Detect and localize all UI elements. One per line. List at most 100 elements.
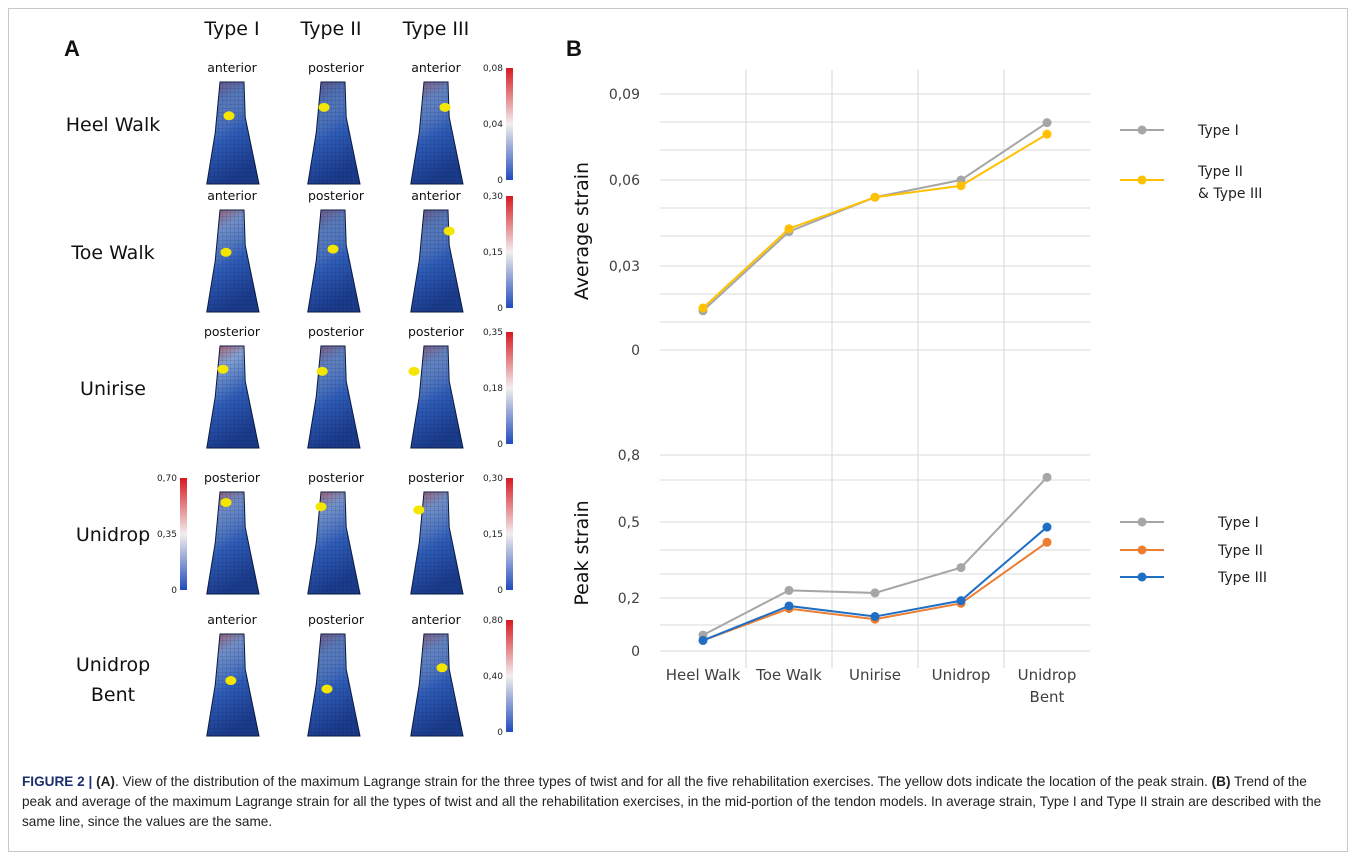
exercise-label-line: Unirise	[80, 378, 146, 400]
y-tick-label: 0,06	[609, 173, 640, 189]
type-header-3: Type III	[402, 18, 470, 40]
peak-strain-dot	[225, 676, 237, 686]
color-scale-bar	[506, 478, 513, 590]
y-axis-label: Peak strain	[571, 500, 593, 605]
exercise-label-3: Unirise	[48, 374, 178, 404]
color-scale-tick: 0,70	[157, 474, 177, 484]
caption-b-ref: (B)	[1211, 774, 1231, 789]
color-scale-bar	[506, 332, 513, 444]
tendon-mesh	[206, 633, 260, 737]
exercise-label-line: Heel Walk	[65, 114, 161, 136]
view-label: anterior	[207, 188, 257, 203]
tendon-mesh	[206, 81, 260, 185]
color-scale-tick: 0	[497, 176, 503, 186]
panel-b-charts: 0,09 0,06 0,03 0 Average strain Type I Type II…	[571, 70, 1267, 706]
color-scale-bar	[506, 620, 513, 732]
data-point	[956, 563, 966, 573]
data-point	[1042, 129, 1052, 139]
caption-figure-label: FIGURE 2 |	[22, 774, 97, 789]
tendon-model	[410, 81, 464, 185]
peak-strain-dot	[413, 505, 425, 515]
exercise-label-5: Unidrop Bent	[48, 650, 178, 710]
color-scale-4: 0,30 0,15 0	[483, 474, 513, 596]
legend-label: Type II	[1217, 543, 1263, 559]
tendon-mesh	[206, 209, 260, 313]
color-scale-tick: 0	[171, 586, 177, 596]
tendon-model	[206, 491, 260, 595]
color-scale-tick: 0,15	[483, 248, 503, 258]
data-point	[870, 612, 880, 622]
peak-strain-dot	[315, 502, 327, 512]
peak-strain-dot	[220, 247, 232, 257]
color-scale-type1-4: 0,70 0,35 0	[157, 474, 187, 596]
type-header-1: Type I	[204, 18, 260, 40]
data-point	[1042, 522, 1052, 532]
color-scale-tick: 0,30	[483, 474, 503, 484]
exercise-label-line: Unidrop	[75, 524, 151, 546]
color-scale-tick: 0,40	[483, 672, 503, 682]
color-scale-1: 0,08 0,04 0	[483, 64, 513, 186]
data-point	[870, 588, 880, 598]
data-point	[956, 181, 966, 191]
peak-strain-dot	[408, 366, 420, 376]
caption-b-text: Trend of the peak and average of the max…	[22, 774, 1322, 829]
tendon-mesh	[307, 209, 361, 313]
data-point	[698, 635, 708, 645]
legend-label: & Type III	[1198, 186, 1262, 202]
color-scale-tick: 0	[497, 440, 503, 450]
peak-strain-dot	[316, 366, 328, 376]
panel-a-letter: A	[64, 36, 80, 61]
tendon-mesh	[206, 491, 260, 595]
tendon-mesh	[410, 633, 464, 737]
tendon-mesh	[307, 81, 361, 185]
view-label: posterior	[307, 60, 365, 75]
color-scale-tick: 0,18	[483, 384, 503, 394]
tendon-model	[410, 491, 464, 595]
color-scale-bar	[180, 478, 187, 590]
tendon-model	[206, 81, 260, 185]
peak-strain-dot	[220, 497, 232, 507]
color-scale-5: 0,80 0,40 0	[483, 616, 513, 738]
x-tick-label: Unidrop	[1018, 666, 1077, 684]
legend-label: Type I	[1197, 123, 1239, 139]
color-scale-2: 0,30 0,15 0	[483, 192, 513, 314]
color-scale-tick: 0,30	[483, 192, 503, 202]
tendon-model	[206, 633, 260, 737]
series-line	[702, 121, 1048, 312]
color-scale-tick: 0,15	[483, 530, 503, 540]
panel-b-letter: B	[566, 36, 582, 61]
exercise-label-4: Unidrop	[48, 520, 178, 550]
color-scale-bar	[506, 68, 513, 180]
color-scale-bar	[506, 196, 513, 308]
tendon-model	[206, 209, 260, 313]
exercise-label-line: Bent	[90, 684, 136, 706]
series-line	[702, 133, 1048, 309]
peak-strain-dot	[321, 684, 333, 694]
legend-marker	[1137, 545, 1147, 555]
exercise-label-1: Heel Walk	[48, 110, 178, 140]
tendon-model	[307, 633, 361, 737]
peak-strain-dot	[223, 111, 235, 121]
tendon-mesh	[307, 345, 361, 449]
y-tick-label: 0,03	[609, 259, 640, 275]
data-point	[784, 601, 794, 611]
view-label: posterior	[307, 470, 365, 485]
tendon-model	[410, 209, 464, 313]
color-scale-tick: 0	[497, 728, 503, 738]
tendon-model	[206, 345, 260, 449]
view-label: anterior	[411, 612, 461, 627]
color-scale-tick: 0,08	[483, 64, 503, 74]
tendon-mesh	[307, 633, 361, 737]
exercise-label-2: Toe Walk	[48, 238, 178, 268]
view-label: posterior	[407, 324, 465, 339]
data-point	[956, 596, 966, 606]
view-label: posterior	[203, 470, 261, 485]
legend-label: Type II	[1197, 164, 1243, 180]
tendon-model	[307, 345, 361, 449]
legend-marker	[1137, 517, 1147, 527]
y-tick-label: 0,09	[609, 87, 640, 103]
peak-strain-dot	[443, 226, 455, 236]
data-point	[870, 192, 880, 202]
data-point	[1042, 537, 1052, 547]
y-tick-label: 0	[631, 644, 640, 660]
